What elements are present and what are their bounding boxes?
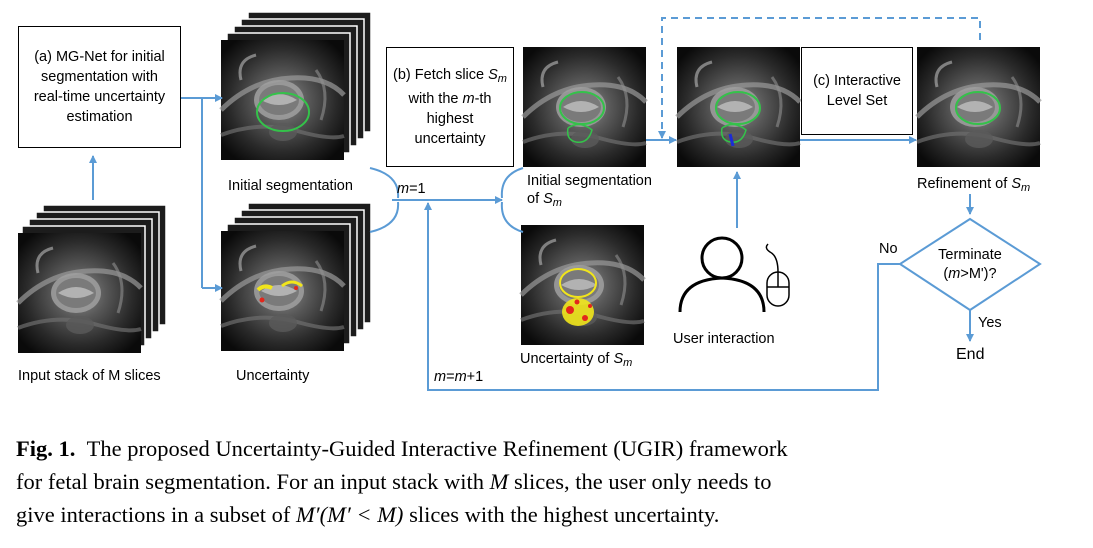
decision-text: Terminate (m>M')? (938, 247, 1002, 282)
uncertainty-sm-image (521, 225, 644, 345)
figure-caption: Fig. 1. The proposed Uncertainty-Guided … (16, 432, 1076, 531)
mgnet-box: (a) MG-Net for initial segmentation with… (18, 26, 181, 148)
flow-arrows (89, 17, 981, 391)
caption-line-2: for fetal brain segmentation. For an inp… (16, 469, 772, 494)
end-label: End (956, 346, 985, 363)
user-icon (678, 236, 766, 313)
caption-line-1: Fig. 1. The proposed Uncertainty-Guided … (16, 436, 788, 461)
fetch-line-4: uncertainty (414, 131, 486, 147)
fetch-slice-box: (b) Fetch slice Sm with the m-th highest… (386, 47, 514, 167)
initial-seg-sm-label: Initial segmentation of Sm (527, 173, 652, 209)
input-stack-images (18, 204, 167, 353)
loop-increment-label: m=m+1 (434, 369, 484, 385)
ils-line-2: Level Set (826, 93, 888, 109)
mgnet-line-1: (a) MG-Net for initial (34, 49, 165, 65)
initial-segmentation-label: Initial segmentation (228, 178, 353, 194)
user-interaction-label: User interaction (673, 331, 775, 347)
caption-line-3: give interactions in a subset of M′(M′ <… (16, 502, 720, 527)
fetch-line-1: (b) Fetch slice Sm (393, 67, 507, 85)
refinement-label: Refinement of Sm (917, 176, 1031, 194)
framework-diagram (0, 11, 1093, 391)
initial-segmentation-images (221, 11, 372, 160)
initial-segmentation-sm-image (523, 47, 646, 167)
input-stack-label: Input stack of M slices (18, 368, 161, 384)
mgnet-line-4: estimation (66, 109, 133, 125)
yes-label: Yes (978, 315, 1002, 331)
level-set-box: (c) Interactive Level Set (801, 47, 913, 135)
mgnet-line-3: real-time uncertainty (33, 89, 166, 105)
uncertainty-images (221, 202, 372, 351)
mouse-icon (765, 243, 790, 307)
no-label: No (879, 241, 898, 257)
fetch-line-3: highest (426, 111, 474, 127)
fetch-line-2: with the m-th (408, 91, 492, 107)
mgnet-line-2: segmentation with (41, 69, 158, 85)
interaction-image (677, 47, 800, 167)
m-equals-1-label: m=1 (397, 181, 426, 197)
uncertainty-label: Uncertainty (236, 368, 310, 384)
refinement-image (917, 47, 1040, 167)
ils-line-1: (c) Interactive (813, 73, 901, 89)
terminate-decision (898, 217, 1042, 312)
uncertainty-sm-label: Uncertainty of Sm (520, 351, 633, 369)
